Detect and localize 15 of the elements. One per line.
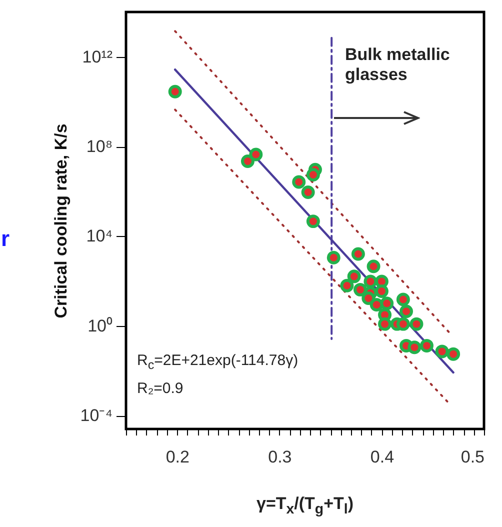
y-axis-title: Critical cooling rate, K/s [51,124,70,318]
annotation: Bulk metallic glasses [345,45,451,84]
text: r [1,226,10,252]
x-tick-label: 0.5 [460,448,484,466]
x-tick-label: 0.4 [370,448,394,466]
y-tick-label: 10⁴ [86,226,112,246]
y-tick-label: 10⁸ [86,137,112,156]
y-tick-label: 10¹² [82,47,113,66]
x-tick-label: 0.3 [268,448,292,466]
annotation: R₂=0.9 [137,380,184,397]
x-axis-title: γ=T$_{x}$/(T$_{g}$+T$_{l}$) [256,494,354,518]
x-tick-label: 0.2 [166,448,190,466]
annotation: R$_{c}$=2E+21exp(-114.78γ) [137,352,298,372]
y-tick-label: 10⁰ [88,316,112,336]
y-tick-label: 10⁻⁴ [80,406,112,426]
